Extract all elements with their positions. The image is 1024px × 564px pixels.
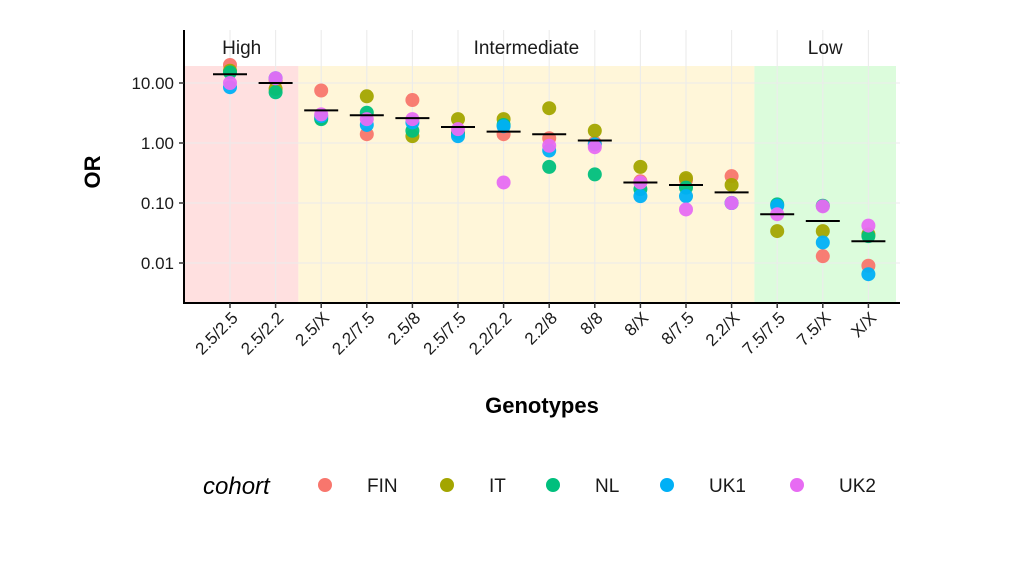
legend-key-fin	[318, 478, 332, 492]
region-band-high	[185, 66, 299, 303]
legend-label-fin: FIN	[367, 476, 398, 497]
point-uk2-0	[223, 76, 237, 90]
point-uk1-14	[861, 267, 876, 282]
legend: cohort FIN IT NL UK1 UK2	[203, 473, 876, 500]
point-uk1-9	[633, 189, 648, 204]
x-tick-label: 2.2/8	[521, 308, 561, 348]
x-tick-label: 8/X	[621, 308, 652, 339]
point-fin-2	[314, 83, 329, 98]
y-tick-label: 0.10	[141, 194, 174, 213]
point-uk2-6	[496, 175, 511, 190]
summary-lines	[213, 73, 886, 243]
x-tick-label: 8/8	[576, 308, 606, 338]
legend-key-nl	[546, 478, 560, 492]
x-tick-label: 2.5/8	[384, 308, 424, 348]
x-tick-label: 2.5/7.5	[420, 308, 470, 358]
point-nl-0	[223, 65, 237, 80]
point-it-11	[724, 177, 739, 192]
point-it-12	[770, 224, 785, 239]
legend-label-it: IT	[489, 476, 506, 497]
legend-label-uk1: UK1	[709, 476, 746, 497]
point-uk2-10	[679, 202, 693, 217]
x-tick-label: 8/7.5	[658, 308, 698, 348]
point-uk1-10	[679, 189, 693, 204]
x-tick-label: 7.5/7.5	[739, 308, 789, 358]
point-uk2-11	[724, 196, 739, 210]
y-tick-label: 1.00	[141, 134, 174, 153]
point-it-3	[359, 89, 374, 104]
x-tick-label: 7.5/X	[793, 308, 835, 350]
x-tick-label: 2.2/7.5	[328, 308, 378, 358]
point-uk2-7	[542, 138, 557, 153]
point-nl-8	[587, 167, 602, 182]
y-axis-title: OR	[80, 155, 105, 188]
point-fin-4	[405, 93, 420, 108]
point-uk2-13	[815, 199, 830, 214]
point-nl-7	[542, 159, 557, 174]
point-it-8	[587, 123, 602, 138]
x-tick-label: 2.5/X	[292, 308, 334, 350]
point-uk2-4	[405, 112, 420, 127]
point-it-10	[679, 171, 693, 186]
legend-label-uk2: UK2	[839, 476, 876, 497]
legend-key-uk1	[660, 478, 674, 492]
x-tick-label: 2.5/2.2	[237, 308, 287, 358]
point-it-5	[451, 112, 465, 127]
legend-title: cohort	[203, 473, 271, 500]
x-tick-label: 2.2/X	[702, 308, 744, 350]
point-uk2-8	[587, 140, 602, 155]
point-it-7	[542, 101, 557, 116]
legend-label-nl: NL	[595, 476, 619, 497]
y-tick-label: 10.00	[131, 74, 174, 93]
region-label-low: Low	[808, 38, 843, 59]
region-labels: High Intermediate Low	[222, 38, 843, 59]
y-tick-label: 0.01	[141, 254, 174, 273]
point-fin-13	[815, 249, 830, 264]
region-label-intermediate: Intermediate	[474, 38, 580, 59]
x-axis-title: Genotypes	[485, 393, 599, 418]
region-backgrounds	[185, 66, 896, 303]
point-uk2-3	[359, 112, 374, 127]
axes	[179, 30, 900, 308]
x-tick-label: X/X	[847, 308, 880, 341]
point-uk2-1	[268, 71, 283, 86]
point-uk2-5	[451, 122, 465, 137]
point-nl-1	[268, 85, 283, 100]
point-nl-14	[861, 229, 876, 244]
legend-key-uk2	[790, 478, 804, 492]
point-uk2-14	[861, 218, 876, 233]
region-label-high: High	[222, 38, 261, 59]
point-uk1-6	[496, 119, 511, 134]
x-tick-label: 2.2/2.2	[465, 308, 515, 358]
legend-key-it	[440, 478, 454, 492]
point-uk1-13	[815, 235, 830, 250]
point-it-9	[633, 159, 648, 174]
x-tick-label: 2.5/2.5	[192, 308, 242, 358]
point-it-13	[815, 224, 830, 239]
